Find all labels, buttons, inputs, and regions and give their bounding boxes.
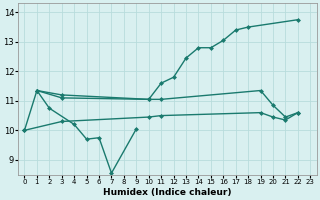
X-axis label: Humidex (Indice chaleur): Humidex (Indice chaleur) [103,188,232,197]
